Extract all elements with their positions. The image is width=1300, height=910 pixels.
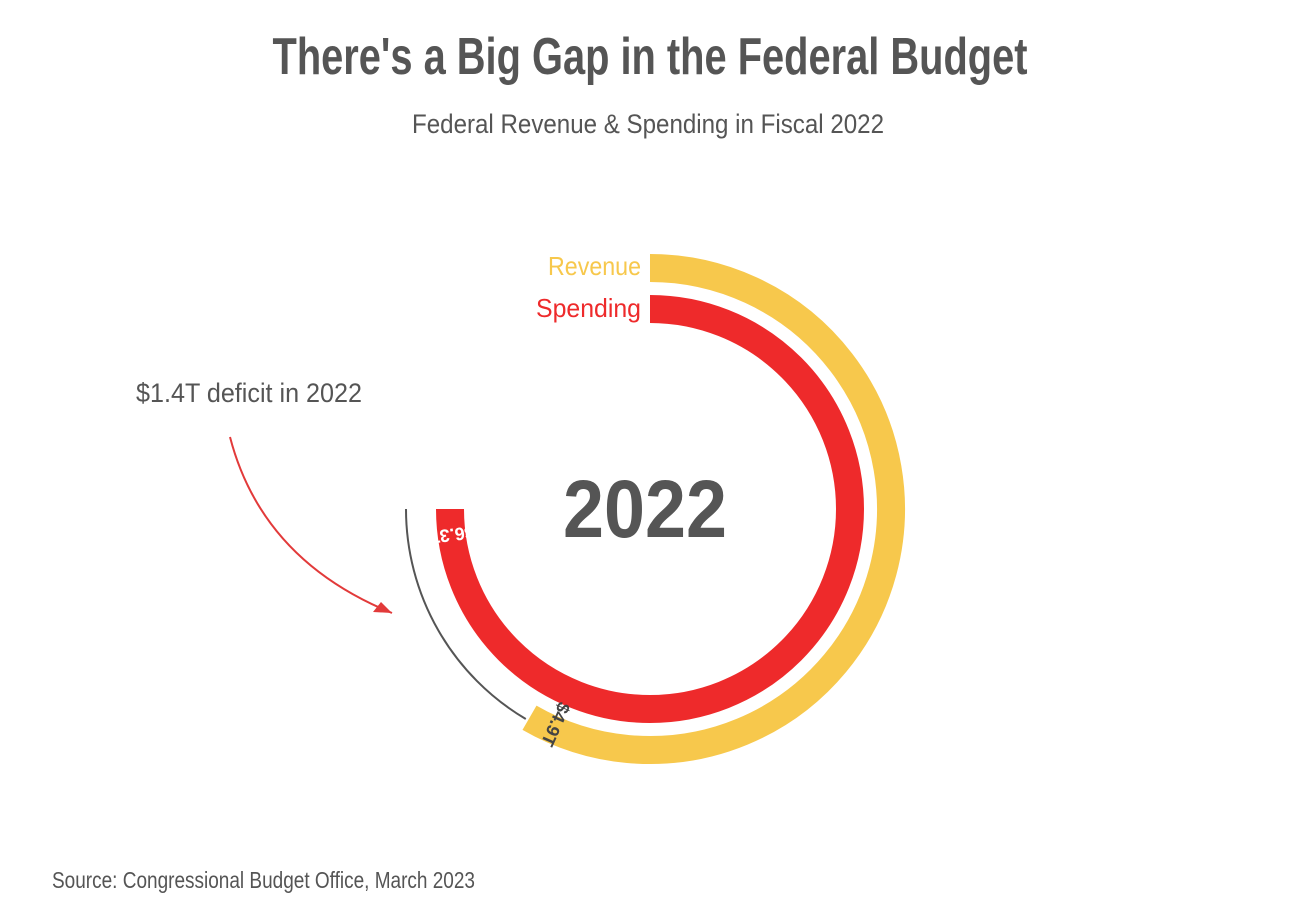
spending-value-label: $6.3T — [428, 522, 476, 547]
deficit-annotation: $1.4T deficit in 2022 — [136, 378, 362, 408]
legend-spending: Spending — [536, 293, 641, 323]
chart-title: There's a Big Gap in the Federal Budget — [273, 28, 1028, 86]
deficit-arrow-line — [229, 436, 393, 614]
rings-group: $6.3T$4.9T — [405, 254, 905, 764]
chart-subtitle: Federal Revenue & Spending in Fiscal 202… — [412, 109, 884, 139]
deficit-arrow-head — [373, 602, 392, 613]
source-note: Source: Congressional Budget Office, Mar… — [52, 867, 475, 893]
ring-spending — [436, 295, 864, 723]
ring-revenue — [522, 254, 905, 764]
legend-revenue: Revenue — [548, 251, 641, 281]
deficit-gap-line — [405, 508, 527, 720]
center-year-label: 2022 — [563, 464, 727, 555]
